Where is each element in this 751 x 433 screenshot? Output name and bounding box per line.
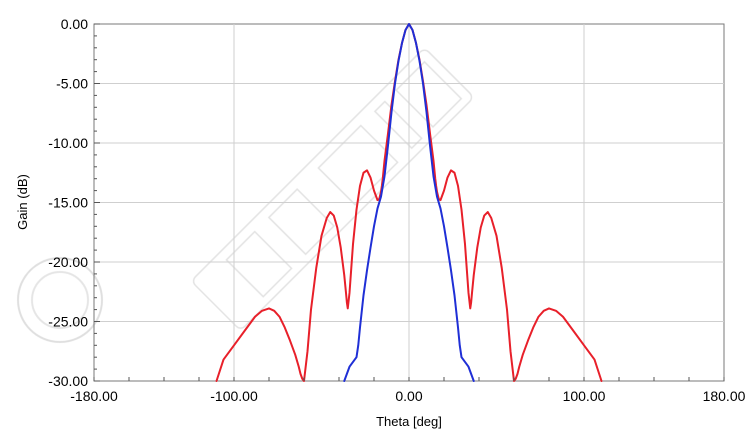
y-tick-label: -15.00 bbox=[48, 195, 88, 211]
y-tick-label: -25.00 bbox=[48, 314, 88, 330]
y-tick-label: -20.00 bbox=[48, 254, 88, 270]
x-tick-label: 180.00 bbox=[703, 388, 746, 404]
y-tick-label: -10.00 bbox=[48, 135, 88, 151]
x-tick-label: -180.00 bbox=[70, 388, 118, 404]
y-tick-label: 0.00 bbox=[61, 16, 88, 32]
grid bbox=[94, 24, 724, 381]
series-line-2 bbox=[343, 23, 475, 382]
watermark bbox=[16, 49, 473, 343]
ticks-layer: -180.00 -100.00 0.00 100.00 180.00 0.00 -5.00 -… bbox=[48, 16, 745, 404]
y-tick-label: -5.00 bbox=[56, 76, 88, 92]
y-axis-title: Gain (dB) bbox=[15, 174, 30, 230]
x-tick-label: 0.00 bbox=[395, 388, 422, 404]
x-tick-label: -100.00 bbox=[210, 388, 258, 404]
x-axis-title: Theta [deg] bbox=[376, 414, 442, 429]
series-layer bbox=[215, 23, 603, 382]
y-tick-label: -30.00 bbox=[48, 373, 88, 389]
x-tick-label: 100.00 bbox=[563, 388, 606, 404]
